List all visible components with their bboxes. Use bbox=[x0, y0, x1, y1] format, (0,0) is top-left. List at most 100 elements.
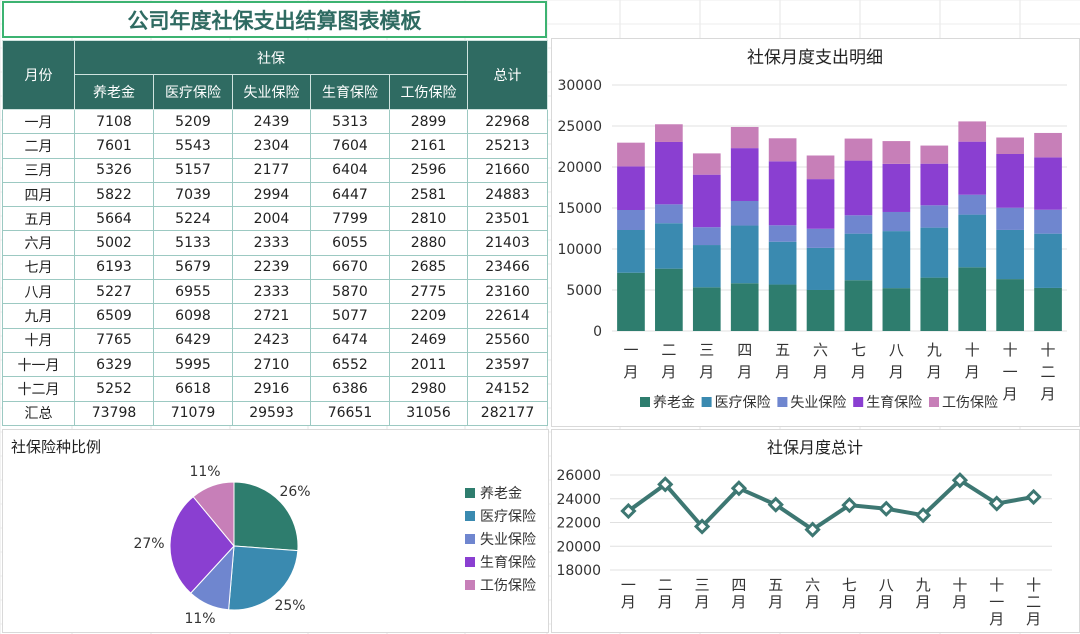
data-point bbox=[1025, 488, 1042, 506]
legend-label: 医疗保险 bbox=[480, 509, 536, 525]
x-tick-label: 七月 bbox=[842, 576, 857, 611]
y-tick-label: 15000 bbox=[557, 201, 602, 217]
value-cell: 6955 bbox=[153, 279, 233, 305]
value-cell: 5209 bbox=[153, 108, 233, 135]
data-point bbox=[804, 521, 821, 538]
chart-title: 社保月度支出明细 bbox=[747, 48, 883, 68]
bar-segment bbox=[692, 287, 721, 331]
bar-segment bbox=[730, 148, 759, 201]
value-cell: 5313 bbox=[310, 108, 390, 135]
value-cell: 2239 bbox=[232, 254, 311, 281]
value-cell: 5995 bbox=[153, 351, 233, 378]
value-cell: 6447 bbox=[310, 181, 390, 208]
bar-segment bbox=[692, 153, 721, 175]
value-cell: 6509 bbox=[74, 303, 154, 329]
value-cell: 2685 bbox=[388, 254, 469, 281]
legend-label: 生育保险 bbox=[866, 395, 922, 411]
bar-segment bbox=[692, 245, 721, 288]
y-tick-label: 0 bbox=[593, 324, 602, 340]
bar-segment bbox=[844, 138, 873, 161]
data-point bbox=[620, 502, 637, 520]
month-cell: 五月 bbox=[2, 206, 75, 232]
legend-swatch bbox=[465, 534, 475, 544]
bar-segment bbox=[844, 280, 873, 331]
value-cell: 6552 bbox=[310, 351, 390, 378]
table-row: 一月 7108 5209 2439 5313 2899 22968 bbox=[2, 108, 549, 135]
value-cell: 2721 bbox=[232, 303, 311, 329]
value-cell: 76651 bbox=[310, 400, 390, 426]
x-tick-label: 一月 bbox=[621, 576, 636, 611]
legend-swatch bbox=[701, 397, 712, 407]
bar-segment bbox=[958, 267, 987, 331]
value-cell: 25560 bbox=[467, 327, 549, 353]
bar-segment bbox=[844, 215, 873, 234]
value-cell: 2304 bbox=[232, 133, 311, 159]
x-tick-label: 十二月 bbox=[1041, 341, 1056, 403]
value-cell: 6670 bbox=[310, 254, 390, 281]
bar-segment bbox=[1034, 233, 1062, 288]
data-point bbox=[693, 518, 711, 535]
y-tick-label: 10000 bbox=[557, 242, 602, 258]
bar-segment bbox=[655, 141, 683, 205]
x-tick-label: 八月 bbox=[879, 576, 894, 611]
legend-label: 工伤保险 bbox=[480, 578, 536, 594]
value-cell: 6404 bbox=[310, 157, 390, 183]
x-tick-label: 二月 bbox=[661, 341, 676, 381]
y-tick-label: 20000 bbox=[556, 539, 601, 555]
y-tick-label: 26000 bbox=[556, 468, 601, 484]
data-point bbox=[951, 472, 969, 489]
legend-label: 养老金 bbox=[480, 486, 522, 502]
y-tick-label: 5000 bbox=[566, 283, 602, 299]
value-cell: 6098 bbox=[153, 303, 233, 329]
legend-label: 养老金 bbox=[653, 395, 695, 411]
value-cell: 2596 bbox=[388, 157, 469, 183]
value-cell: 5224 bbox=[153, 206, 233, 232]
bar-segment bbox=[1034, 209, 1062, 234]
value-cell: 2994 bbox=[232, 181, 311, 208]
table-row: 十一月 6329 5995 2710 6552 2011 23597 bbox=[2, 351, 549, 378]
bar-segment bbox=[692, 227, 721, 246]
table-row: 五月 5664 5224 2004 7799 2810 23501 bbox=[2, 206, 549, 232]
month-cell: 七月 bbox=[2, 254, 75, 281]
value-cell: 6055 bbox=[310, 230, 390, 256]
bar-segment bbox=[882, 288, 911, 331]
value-cell: 2333 bbox=[232, 279, 311, 305]
month-cell: 六月 bbox=[2, 230, 75, 256]
column-header: 失业保险 bbox=[232, 74, 311, 110]
y-tick-label: 24000 bbox=[556, 492, 601, 508]
bar-segment bbox=[958, 214, 987, 268]
value-cell: 5133 bbox=[153, 230, 233, 256]
data-point bbox=[988, 495, 1005, 512]
bar-segment bbox=[1034, 287, 1062, 331]
table-row: 四月 5822 7039 2994 6447 2581 24883 bbox=[2, 181, 549, 208]
bar-segment bbox=[768, 161, 797, 226]
bar-segment bbox=[806, 228, 835, 248]
pie-slice bbox=[169, 495, 235, 594]
value-cell: 22968 bbox=[467, 108, 549, 135]
table-row: 九月 6509 6098 2721 5077 2209 22614 bbox=[2, 303, 549, 329]
series-line bbox=[627, 478, 1034, 532]
bar-segment bbox=[692, 174, 721, 228]
bar-segment bbox=[920, 145, 949, 164]
stacked-bar-chart-panel: 社保月度支出明细 0 5000 10000 15000 20000 25000 30000 一月… bbox=[551, 38, 1080, 427]
legend-swatch bbox=[640, 397, 650, 407]
value-cell: 5252 bbox=[74, 376, 154, 402]
table-row: 十二月 5252 6618 2916 6386 2980 24152 bbox=[2, 376, 549, 402]
bar-segment bbox=[806, 289, 835, 331]
bar-segment bbox=[655, 223, 683, 269]
value-cell: 282177 bbox=[467, 400, 549, 426]
data-point bbox=[730, 480, 748, 497]
value-cell: 5664 bbox=[74, 206, 154, 232]
value-cell: 2469 bbox=[388, 327, 469, 353]
x-tick-label: 五月 bbox=[775, 341, 790, 381]
x-tick-label: 八月 bbox=[889, 341, 904, 381]
legend-label: 失业保险 bbox=[790, 395, 846, 411]
bar-segment bbox=[920, 277, 949, 331]
month-cell: 汇总 bbox=[2, 400, 75, 426]
month-cell: 十二月 bbox=[2, 376, 75, 402]
value-cell: 5679 bbox=[153, 254, 233, 281]
x-tick-label: 一月 bbox=[623, 341, 638, 381]
bar-segment bbox=[768, 284, 797, 331]
data-point bbox=[767, 496, 784, 513]
